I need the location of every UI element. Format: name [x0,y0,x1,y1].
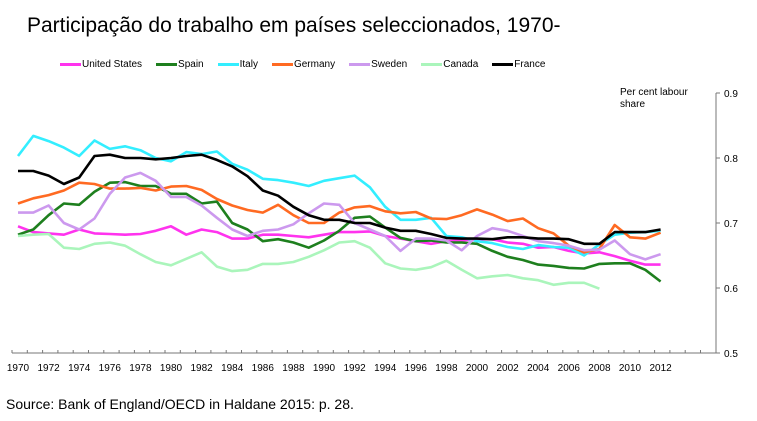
legend-item: Spain [156,59,204,70]
y-tick-label: 0.6 [724,284,738,295]
x-tick-label: 1994 [374,363,397,374]
x-tick-label: 2002 [496,363,519,374]
legend-label: Canada [443,59,479,70]
legend-item: France [492,59,545,70]
legend-item: Germany [271,59,336,70]
y-tick-label: 0.9 [724,89,738,100]
x-tick-label: 1972 [37,363,60,374]
x-tick-label: 1988 [282,363,305,374]
x-tick-label: 1974 [68,363,91,374]
y-axis-label: Per cent labour share [620,87,688,110]
x-tick-label: 2000 [466,363,489,374]
legend-label: Italy [239,59,258,70]
x-tick-label: 1976 [99,363,122,374]
x-tick-label: 1982 [190,363,213,374]
series-line-canada [17,232,600,290]
x-tick-label: 1990 [313,363,336,374]
x-tick-label: 2008 [588,363,611,374]
y-tick-label: 0.5 [724,349,738,360]
legend-label: Sweden [371,59,408,70]
series-line-sweden [18,171,662,261]
legend-label: United States [82,59,143,70]
series-line-france [18,153,661,246]
x-tick-label: 2004 [527,363,550,374]
legend-swatch [349,63,371,66]
x-tick-label: 2006 [558,363,581,374]
legend-item: United States [60,59,142,70]
legend-item: Italy [217,59,258,70]
y-tick-label: 0.8 [724,154,738,165]
x-tick-label: 1992 [343,363,366,374]
legend-swatch [271,63,293,66]
x-tick-label: 1978 [129,363,152,374]
legend-item: Canada [421,59,478,70]
legend-swatch [421,63,443,66]
legend-swatch [60,63,81,66]
x-tick-label: 1984 [221,363,244,374]
series-line-spain [17,180,662,283]
y-tick-label: 0.7 [724,219,738,230]
source-note: Source: Bank of England/OECD in Haldane … [6,396,354,412]
x-tick-label: 1996 [405,363,428,374]
legend-label: France [514,59,546,70]
legend-swatch [156,63,178,66]
x-tick-label: 1998 [435,363,458,374]
x-tick-label: 2012 [649,363,672,374]
x-tick-label: 1980 [160,363,183,374]
legend-label: Spain [178,59,204,70]
legend: United States Spain Italy Germany Sweden Cana… [60,59,559,70]
legend-swatch [217,63,239,66]
x-tick-label: 1970 [7,363,30,374]
chart-title: Participação do trabalho em países selec… [27,14,561,37]
x-tick-label: 1986 [252,363,275,374]
legend-label: Germany [293,59,336,70]
x-tick-label: 2010 [619,363,642,374]
legend-swatch [492,63,514,66]
series-line-germany [17,181,662,254]
legend-item: Sweden [349,59,407,70]
series-line-italy [16,134,661,257]
